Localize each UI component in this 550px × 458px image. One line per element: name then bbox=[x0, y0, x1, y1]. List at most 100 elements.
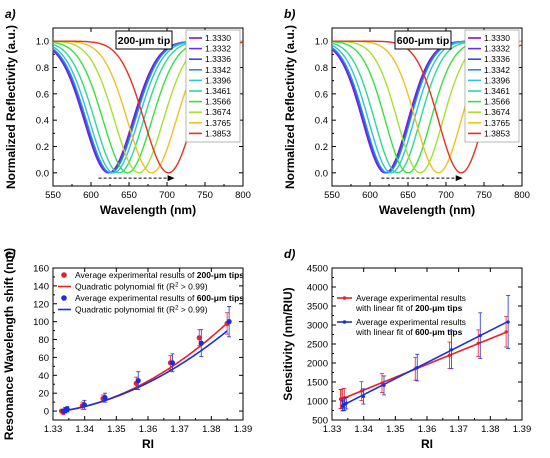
x-tick-label: 1.39 bbox=[513, 424, 532, 435]
legend-entry-part: Quadratic polynomial fit (R bbox=[75, 305, 175, 315]
legend-entry: 1.3461 bbox=[205, 86, 231, 96]
shift-arrow-head bbox=[167, 175, 175, 182]
data-point bbox=[344, 401, 348, 405]
data-point bbox=[382, 383, 386, 388]
legend-entry-part: > 0.99) bbox=[179, 305, 208, 315]
data-point bbox=[447, 353, 452, 357]
y-tick-label: 160 bbox=[33, 264, 49, 275]
legend-entry: with linear fit of 600-μm tips bbox=[355, 327, 463, 337]
panel-letter: c) bbox=[5, 247, 16, 261]
data-point bbox=[380, 381, 384, 385]
y-axis-label: Normalized Reflectivity (a.u.) bbox=[283, 25, 297, 189]
legend-entry: 1.3765 bbox=[484, 118, 510, 128]
data-point bbox=[506, 320, 510, 324]
y-tick-label: 4500 bbox=[307, 264, 328, 275]
y-tick-label: 0.0 bbox=[36, 168, 49, 179]
legend-entry-part: Quadratic polynomial fit (R bbox=[75, 282, 175, 292]
y-tick-label: 2500 bbox=[307, 340, 328, 351]
x-tick-label: 1.39 bbox=[234, 424, 253, 435]
x-axis-label: Wavelength (nm) bbox=[100, 203, 196, 217]
legend-marker bbox=[342, 296, 347, 300]
legend-entry-part: 2 bbox=[175, 283, 179, 289]
data-point bbox=[135, 378, 141, 384]
y-tick-label: 140 bbox=[33, 281, 49, 292]
legend-entry-part: Average experimental results of bbox=[75, 270, 197, 280]
tip-label-box bbox=[394, 30, 452, 50]
y-tick-label: 4000 bbox=[307, 283, 328, 294]
x-tick-label: 1.34 bbox=[354, 424, 373, 435]
legend-entry: Average experimental results bbox=[356, 293, 466, 303]
legend-entry: 1.3853 bbox=[205, 128, 231, 138]
y-tick-label: 3000 bbox=[307, 321, 328, 332]
y-tick-label: 20 bbox=[38, 389, 49, 400]
panel-letter: d) bbox=[284, 247, 295, 261]
x-tick-label: 1.34 bbox=[75, 424, 94, 435]
x-tick-label: 600 bbox=[83, 190, 99, 201]
x-axis-label: RI bbox=[142, 437, 154, 451]
legend-entry-part: with linear fit of bbox=[355, 327, 415, 337]
legend-entry-part: Average experimental results of bbox=[75, 293, 197, 303]
panel-2-axes: 550 600 650 700 750 800 0.0 0.2 0.4 0.6 0.8 1.0 Wave… bbox=[283, 7, 530, 217]
legend-marker bbox=[61, 295, 67, 301]
x-tick-label: 750 bbox=[197, 190, 213, 201]
y-tick-label: 1000 bbox=[307, 397, 328, 408]
legend-entry: 1.3566 bbox=[484, 97, 510, 107]
y-tick-label: 0.6 bbox=[315, 89, 328, 100]
legend-entry: 1.3336 bbox=[205, 54, 231, 64]
x-tick-label: 1.33 bbox=[323, 424, 342, 435]
tip-label: 200-μm tip bbox=[118, 35, 171, 47]
legend-marker bbox=[61, 272, 67, 278]
legend-entry: 1.3330 bbox=[484, 33, 510, 43]
x-axis-label: Wavelength (nm) bbox=[379, 203, 475, 217]
y-tick-label: 0.0 bbox=[315, 168, 328, 179]
shift-arrow-head bbox=[455, 175, 463, 182]
panel-3-data bbox=[58, 306, 232, 416]
legend-entry: 1.3332 bbox=[205, 44, 231, 54]
x-tick-label: 650 bbox=[400, 190, 416, 201]
data-point bbox=[361, 394, 365, 399]
legend-entry-part: 200-μm tips bbox=[415, 303, 463, 313]
data-point bbox=[169, 360, 176, 366]
y-tick-label: 2000 bbox=[307, 359, 328, 370]
tip-label-box bbox=[115, 30, 173, 50]
panel-3-axes: 1.33 1.34 1.35 1.36 1.37 1.38 1.39 0 20 40 60 80 100… bbox=[2, 247, 252, 451]
data-point bbox=[476, 341, 480, 345]
y-tick-label: 500 bbox=[312, 416, 328, 427]
legend-entry: with linear fit of 200-μm tips bbox=[355, 303, 463, 313]
y-tick-label: 80 bbox=[38, 335, 49, 346]
legend-entry: 1.3461 bbox=[484, 86, 510, 96]
y-tick-label: 0.2 bbox=[36, 142, 49, 153]
panel-1-legend: 1.33301.33321.33361.33421.33961.34611.35… bbox=[185, 29, 241, 143]
y-tick-label: 1.0 bbox=[315, 37, 328, 48]
fit-curve-3 bbox=[62, 330, 228, 412]
y-tick-label: 40 bbox=[38, 371, 49, 382]
x-tick-label: 1.37 bbox=[449, 424, 468, 435]
legend-entry: 1.3332 bbox=[484, 44, 510, 54]
data-point bbox=[449, 348, 454, 352]
legend-entry: 1.3342 bbox=[484, 65, 510, 75]
legend-entry-part: > 0.99) bbox=[179, 282, 208, 292]
panel-2-legend: 1.33301.33321.33361.33421.33961.34611.35… bbox=[464, 29, 520, 143]
y-tick-label: 3500 bbox=[307, 302, 328, 313]
y-tick-label: 0.4 bbox=[36, 116, 49, 127]
data-point bbox=[198, 340, 204, 346]
legend-entry: 1.3330 bbox=[205, 33, 231, 43]
y-axis-label: Sensitivity (nm/RIU) bbox=[281, 287, 295, 400]
x-tick-label: 600 bbox=[362, 190, 378, 201]
panel-4-axes: 1.33 1.34 1.35 1.36 1.37 1.38 1.39 500 1000 1500 2… bbox=[281, 247, 531, 451]
x-tick-label: 550 bbox=[45, 190, 61, 201]
y-tick-label: 0.6 bbox=[36, 89, 49, 100]
x-tick-label: 1.35 bbox=[107, 424, 126, 435]
data-point bbox=[478, 334, 482, 338]
x-tick-label: 700 bbox=[159, 190, 175, 201]
linear-fit-0 bbox=[341, 331, 508, 400]
y-tick-label: 0.8 bbox=[315, 63, 328, 74]
legend-entry: 1.3336 bbox=[484, 54, 510, 64]
x-tick-label: 750 bbox=[476, 190, 492, 201]
panel-1-axes: 550 600 650 700 750 800 0.0 0.2 0.4 0.6 0.8 1.0 Wave… bbox=[4, 7, 251, 217]
legend-entry: 1.3765 bbox=[205, 118, 231, 128]
legend-entry: 1.3674 bbox=[484, 107, 510, 117]
y-tick-label: 1500 bbox=[307, 378, 328, 389]
